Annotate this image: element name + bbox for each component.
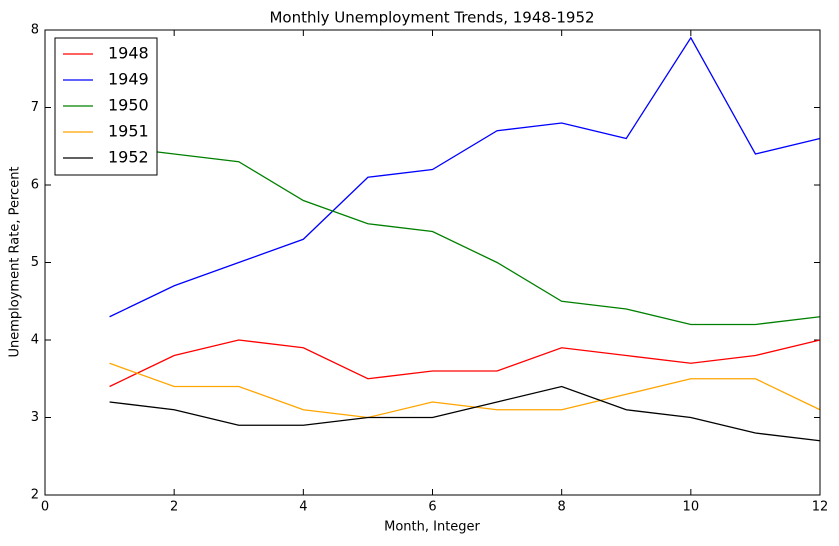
legend-label: 1952 <box>108 148 149 167</box>
series-line <box>109 362 821 419</box>
x-tick-label: 2 <box>170 500 178 515</box>
y-axis-label: Unemployment Rate, Percent <box>8 166 23 357</box>
series-line <box>109 339 821 388</box>
plot-frame <box>44 29 821 496</box>
y-tick-label: 7 <box>31 100 39 115</box>
x-tick-label: 10 <box>683 500 700 515</box>
legend-label: 1950 <box>108 96 149 115</box>
y-tick-label: 2 <box>31 488 39 503</box>
series-line <box>109 385 821 442</box>
x-tick-label: 6 <box>428 500 436 515</box>
x-tick-label: 0 <box>41 500 49 515</box>
chart-title: Monthly Unemployment Trends, 1948-1952 <box>269 9 594 27</box>
y-tick-label: 5 <box>31 255 39 270</box>
y-tick-label: 6 <box>31 178 39 193</box>
series-line <box>109 145 821 326</box>
series-line <box>109 36 821 318</box>
y-tick-label: 8 <box>31 23 39 38</box>
x-tick-label: 12 <box>812 500 829 515</box>
y-tick-label: 4 <box>31 333 39 348</box>
legend-label: 1948 <box>108 44 149 63</box>
x-tick-label: 4 <box>299 500 307 515</box>
legend-label: 1949 <box>108 70 149 89</box>
y-tick-label: 3 <box>31 410 39 425</box>
x-axis-label: Month, Integer <box>384 520 480 535</box>
x-tick-label: 8 <box>558 500 566 515</box>
legend-label: 1951 <box>108 122 149 141</box>
